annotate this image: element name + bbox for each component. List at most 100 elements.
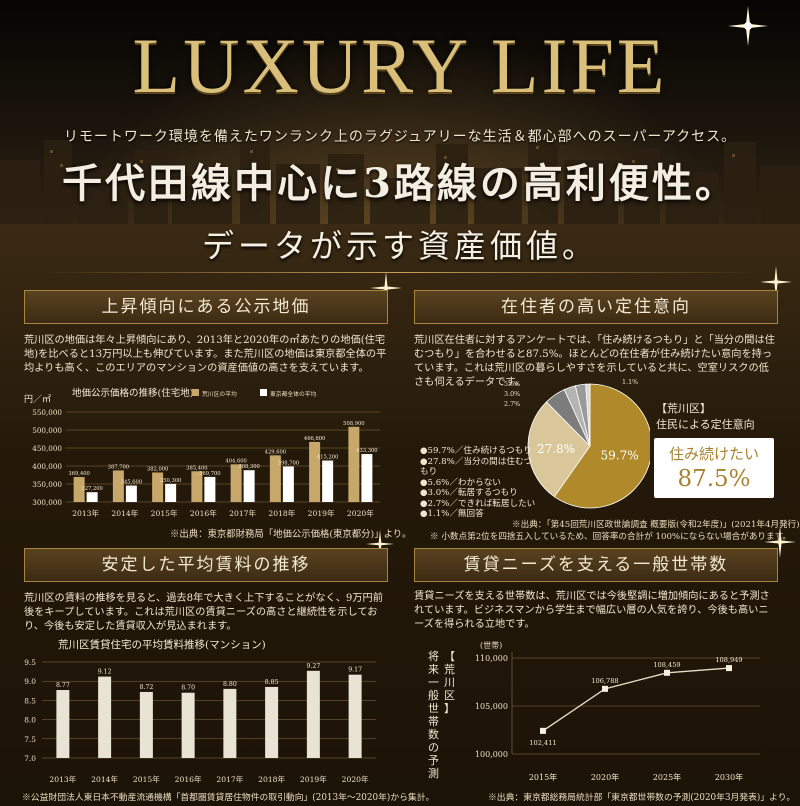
bar	[309, 441, 321, 502]
x-tick-label: 2020年	[342, 774, 369, 784]
rent-chart: 荒川区賃貸住宅の平均賃料推移(マンション) 7.0 7.5 8.0 8.5 9.0 9.5 8…	[24, 638, 376, 784]
bar	[98, 676, 112, 758]
bar	[223, 688, 237, 758]
data-label: 108,949	[715, 656, 742, 664]
households-section-body: 賃貸ニーズを支える世帯数は、荒川区では今後堅調に増加傾向にあると予測されています…	[414, 591, 770, 630]
data-label: 388,300	[238, 464, 259, 470]
bar	[152, 472, 164, 502]
x-tick-label: 2017年	[229, 508, 256, 518]
x-tick-label: 2018年	[268, 508, 295, 518]
sparkle-icon	[366, 530, 394, 558]
slice-label: 5.6%	[504, 380, 520, 388]
y-tick-label: 550,000	[32, 408, 62, 417]
bar	[282, 466, 294, 502]
y-axis-unit: 円／㎡	[24, 394, 51, 405]
slice-label: 3.0%	[504, 390, 520, 398]
slice-label: 2.7%	[504, 400, 520, 408]
y-tick-label: 500,000	[32, 426, 62, 435]
residence-source-note: ※出典：「第45回荒川区政世論調査 概要版(令和2年度)」(2021年4月発行)…	[512, 520, 800, 530]
x-tick-label: 2025年	[653, 772, 681, 782]
y-tick-label: 9.0	[24, 677, 36, 686]
x-tick-label: 2014年	[91, 774, 118, 784]
bar	[125, 485, 137, 502]
bar	[322, 460, 334, 502]
pie-slice	[553, 383, 650, 509]
bar	[139, 691, 153, 758]
households-section-heading: 賃貸ニーズを支える一般世帯数	[414, 548, 778, 582]
data-label: 350,300	[160, 478, 181, 484]
data-label: 398,700	[278, 460, 299, 466]
hero-subtitle: リモートワーク環境を備えたワンランク上のラグジュアリーな生活＆都心部へのスーパー…	[63, 129, 737, 145]
pie-slice	[585, 383, 591, 447]
callout-tag: 住み続けたい	[668, 445, 759, 463]
y-tick-label: 450,000	[32, 444, 62, 453]
bar	[181, 692, 195, 758]
data-label: 345,600	[121, 480, 142, 486]
x-tick-label: 2015年	[529, 772, 557, 782]
x-tick-label: 2019年	[300, 774, 327, 784]
slice-label: 27.8%	[537, 442, 575, 456]
land-section-heading: 上昇傾向にある公示地価	[24, 290, 388, 324]
x-tick-label: 2016年	[190, 508, 217, 518]
sparkle-icon	[764, 526, 796, 558]
pie-legend-item: ●3.0%／転居するつもり	[420, 488, 518, 498]
bar	[269, 455, 281, 502]
rent-section-body: 荒川区の賃料の推移を見ると、過去8年で大きく上下することがなく、9万円前後をキー…	[24, 593, 383, 632]
y-tick-label: 105,000	[475, 702, 508, 711]
households-vertical-label-1: 【荒川区】	[444, 650, 455, 715]
residence-rounding-note: ※ 小数点第2位を四捨五入しているため、回答率の合計が 100%にならない場合が…	[430, 532, 791, 542]
legend-swatch	[260, 389, 267, 396]
rent-section-heading: 安定した平均賃料の推移	[24, 548, 388, 582]
pie-legend-item: ●27.8%／当分の間は住むつもり	[420, 456, 533, 478]
households-source-note: ※出典：東京都総務局統計部「東京都世帯数の予測(2020年3月発表)」より。	[488, 793, 796, 803]
divider	[40, 272, 760, 273]
data-label: 415,200	[317, 455, 338, 461]
y-tick-label: 9.5	[24, 658, 36, 667]
data-label: 8.72	[139, 684, 153, 691]
land-section-body: 荒川区の地価は年々上昇傾向にあり、2013年と2020年の㎡あたりの地価(住宅地…	[24, 335, 387, 374]
y-axis-unit: (世帯)	[480, 640, 502, 650]
pie-legend-item: ●2.7%／できれば転居したい	[420, 498, 536, 509]
households-chart: (世帯) 100,000 105,000 110,000 102,411 106,788 1…	[475, 640, 760, 782]
callout-label-1: 【荒川区】	[656, 402, 711, 415]
x-tick-label: 2015年	[151, 508, 178, 518]
bar	[265, 686, 279, 758]
data-point	[602, 685, 608, 692]
bar	[361, 454, 373, 502]
x-tick-label: 2018年	[258, 774, 285, 784]
x-tick-label: 2015年	[133, 774, 160, 784]
x-tick-label: 2020年	[347, 508, 374, 518]
residence-section-body: 荒川区在住者に対するアンケートでは、「住み続けるつもり」と「当分の間は住むつもり…	[414, 335, 775, 388]
callout-label-2: 住民による定住意向	[656, 418, 755, 431]
legend-label: 荒川区の平均	[202, 390, 237, 398]
data-label: 102,411	[529, 739, 556, 747]
hero-title: LUXURY LIFE	[132, 22, 668, 109]
data-label: 466,800	[304, 436, 325, 442]
y-tick-label: 7.0	[24, 754, 36, 763]
y-tick-label: 7.5	[24, 735, 36, 744]
bar	[112, 470, 124, 502]
legend-label: 東京都全体の平均	[270, 390, 317, 398]
data-label: 387,700	[108, 464, 129, 470]
y-tick-label: 300,000	[32, 498, 62, 507]
data-label: 9.17	[348, 667, 362, 674]
data-label: 433,300	[356, 448, 377, 454]
legend-swatch	[192, 389, 199, 396]
y-tick-label: 8.0	[24, 716, 36, 725]
band-title: データが示す資産価値。	[201, 227, 598, 265]
y-tick-label: 110,000	[475, 654, 508, 663]
bar	[230, 464, 242, 502]
slice-label: 1.1%	[622, 378, 638, 386]
bar	[348, 426, 360, 502]
callout-value: 87.5%	[677, 466, 751, 492]
data-label: 108,459	[653, 661, 680, 669]
pie-legend-item: ●59.7%／住み続けるつもり	[420, 446, 532, 456]
y-tick-label: 350,000	[32, 480, 62, 489]
data-label: 369,400	[68, 471, 89, 477]
land-source-note: ※出典：東京都財務局「地価公示価格(東京都分)」より。	[170, 529, 412, 540]
chart-title: 地価公示価格の推移(住宅地)	[72, 387, 193, 399]
y-tick-label: 8.5	[24, 696, 36, 705]
pie-legend: ●59.7%／住み続けるつもり ●27.8%／当分の間は住むつもり ●5.6%／わか…	[420, 446, 540, 520]
rent-source-note: ※公益財団法人東日本不動産流通機構「首都圏賃貸居住物件の取引動向」(2013年〜…	[22, 793, 435, 803]
data-label: 508,900	[343, 421, 364, 427]
